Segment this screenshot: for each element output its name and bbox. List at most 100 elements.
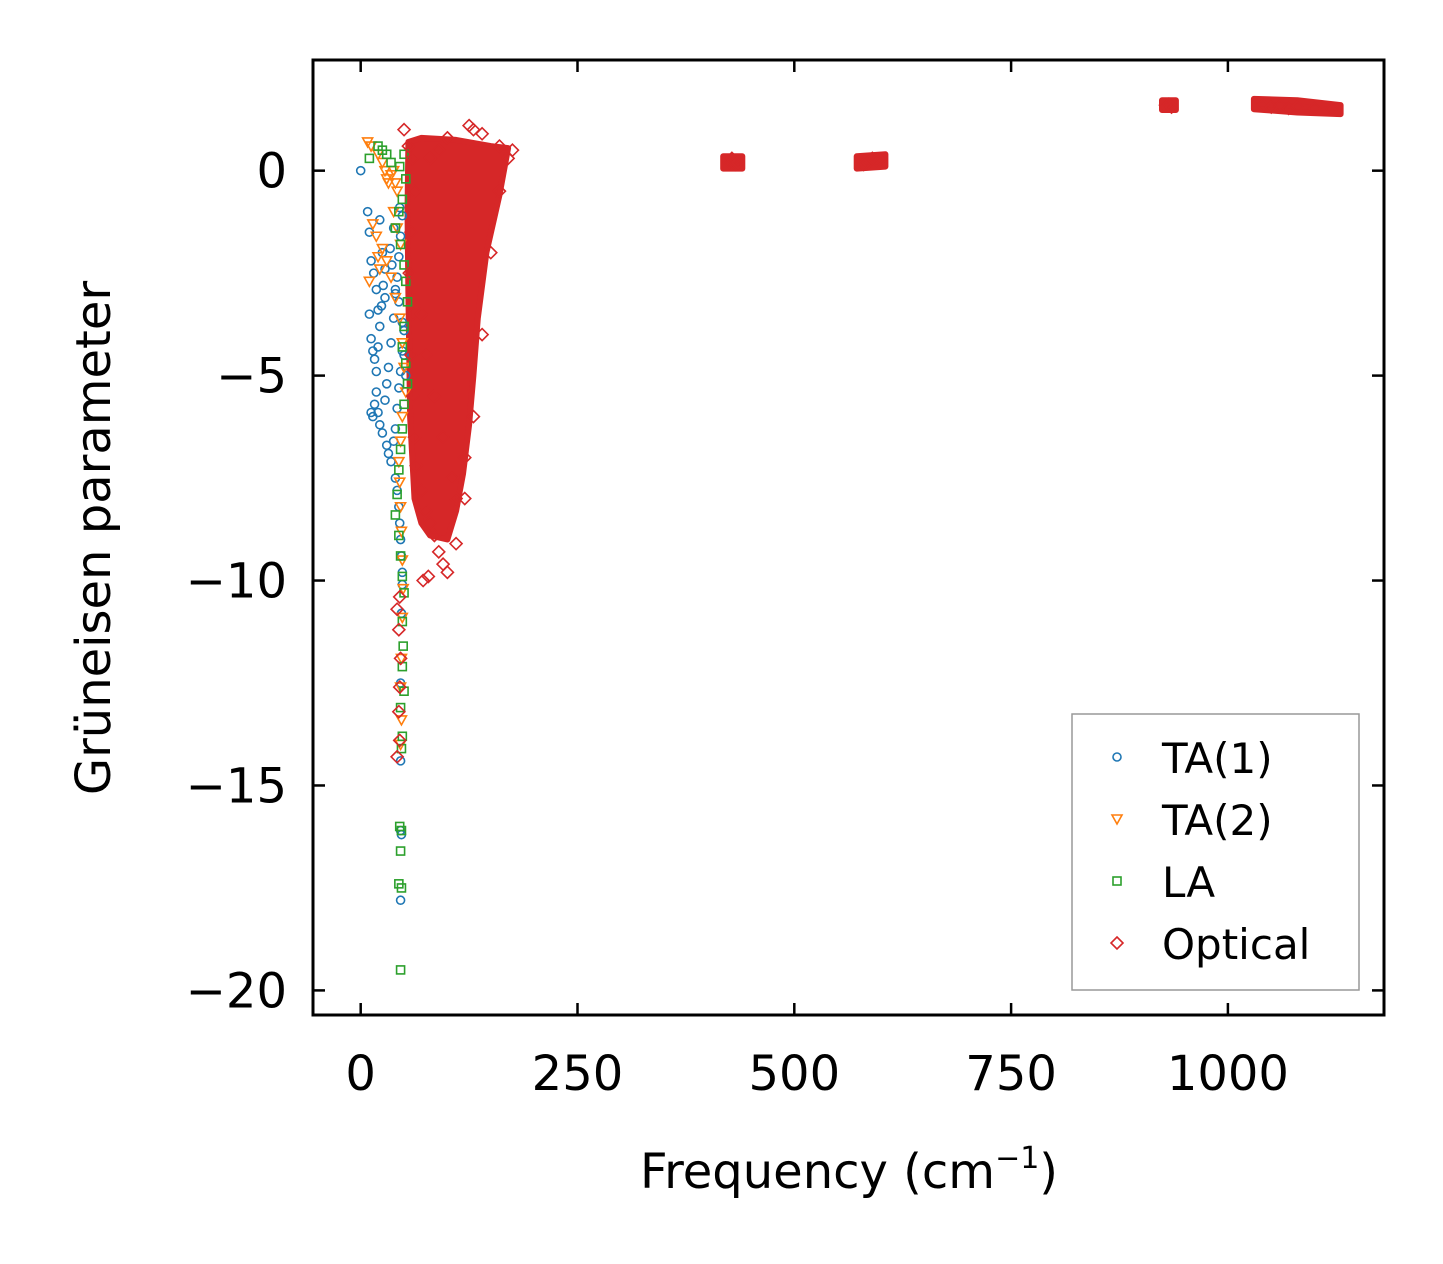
data-points (355, 97, 1340, 975)
x-axis-label: Frequency (cm−1) (640, 1141, 1058, 1200)
point-optical (427, 528, 442, 543)
point-optical (466, 409, 481, 424)
point-optical (860, 155, 876, 170)
point-optical (1164, 100, 1179, 115)
point-optical (865, 151, 880, 166)
point-optical (1281, 101, 1296, 116)
point-optical (414, 306, 429, 322)
point-optical (726, 153, 741, 168)
point-optical (1324, 102, 1340, 117)
point-ta-2 (394, 436, 407, 448)
point-optical (444, 470, 459, 486)
point-ta-1 (395, 756, 406, 766)
plot-frame (311, 58, 1386, 1017)
point-la (399, 686, 409, 697)
y-axis-ticks: 0 −5 −10 −15 −20 (186, 144, 1384, 1019)
point-optical (1307, 101, 1322, 116)
point-ta-2 (384, 272, 398, 284)
point-optical (409, 458, 424, 473)
point-optical (391, 704, 406, 719)
point-optical (457, 450, 472, 465)
point-optical (474, 327, 490, 342)
point-ta-1 (390, 424, 401, 434)
point-optical (407, 429, 422, 445)
point-la (390, 510, 401, 520)
point-optical (407, 184, 422, 199)
point-ta-1 (395, 895, 406, 906)
y-axis-label: Grüneisen parameter (66, 281, 122, 796)
y-tick-label: −15 (186, 758, 287, 814)
point-ta-1 (371, 387, 382, 397)
point-la (402, 378, 413, 389)
point-ta-1 (385, 243, 395, 254)
legend-marker-ta-1 (1112, 752, 1122, 762)
point-ta-2 (389, 292, 402, 305)
point-ta-1 (366, 256, 376, 266)
point-la (400, 358, 411, 369)
point-optical (403, 347, 419, 363)
y-tick-label: −20 (186, 963, 287, 1019)
point-optical (389, 602, 405, 617)
point-optical (392, 733, 407, 748)
x-tick-label: 500 (748, 1046, 840, 1102)
point-la (395, 551, 406, 561)
legend-label-optical: Optical (1162, 920, 1310, 969)
point-ta-1 (374, 419, 385, 430)
point-optical (393, 651, 408, 666)
point-la (397, 342, 408, 352)
point-ta-1 (368, 411, 378, 422)
x-tick-label: 750 (965, 1046, 1057, 1102)
point-la (394, 206, 404, 217)
point-ta-1 (364, 309, 375, 319)
point-optical (389, 749, 405, 764)
point-la (364, 153, 375, 164)
point-la (396, 883, 407, 893)
point-la (398, 641, 408, 651)
legend-label-ta2: TA(2) (1161, 796, 1273, 845)
point-optical (1255, 97, 1270, 113)
point-ta-2 (394, 501, 407, 514)
y-tick-label: −10 (186, 554, 287, 610)
point-ta-2 (395, 411, 409, 424)
point-ta-2 (363, 276, 376, 288)
point-optical (396, 122, 412, 137)
point-la (390, 223, 401, 233)
point-la (392, 489, 402, 500)
point-ta-1 (374, 321, 385, 332)
point-la (400, 174, 411, 184)
point-la (399, 588, 409, 598)
point-optical (418, 347, 433, 363)
point-ta-1 (378, 280, 389, 291)
x-tick-label: 0 (345, 1046, 376, 1102)
point-optical (448, 536, 464, 551)
point-optical (435, 429, 451, 445)
series-optical (389, 97, 1340, 764)
point-optical (730, 155, 746, 170)
point-optical (440, 565, 455, 580)
point-optical (414, 483, 429, 498)
point-ta-1 (366, 333, 376, 344)
point-la (399, 260, 409, 270)
point-optical (448, 491, 464, 506)
point-la (396, 825, 407, 836)
point-optical (440, 130, 455, 146)
point-optical (873, 152, 889, 167)
point-optical (418, 503, 433, 518)
point-ta-2 (366, 219, 380, 231)
point-optical (401, 138, 416, 154)
point-optical (1272, 98, 1288, 114)
point-optical (427, 388, 442, 404)
point-ta-1 (376, 301, 387, 311)
legend-marker-ta-2 (1110, 814, 1124, 826)
point-la (399, 399, 409, 410)
legend-label-la: LA (1162, 858, 1215, 907)
point-ta-1 (377, 428, 388, 438)
point-ta-2 (393, 313, 407, 325)
point-ta-1 (386, 456, 396, 467)
point-ta-1 (394, 251, 404, 262)
x-tick-label: 1000 (1167, 1046, 1289, 1102)
point-ta-2 (392, 456, 406, 469)
point-optical (856, 157, 871, 172)
point-ta-2 (369, 231, 383, 243)
